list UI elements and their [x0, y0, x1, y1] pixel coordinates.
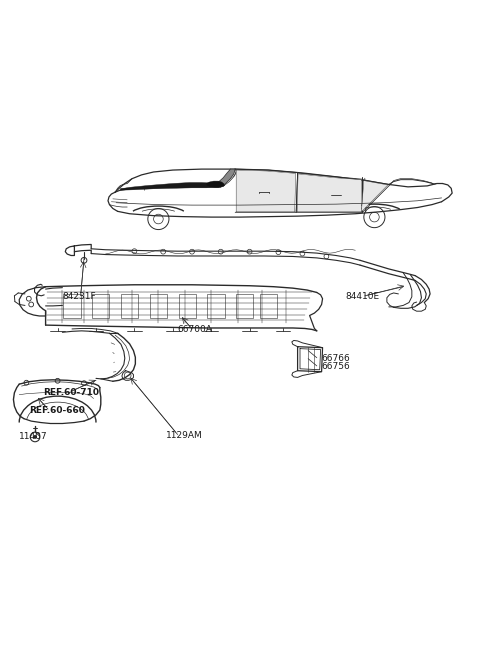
- Polygon shape: [206, 181, 225, 187]
- Text: 11407: 11407: [19, 432, 48, 441]
- Text: 66700A: 66700A: [178, 326, 213, 335]
- Text: REF.60-710: REF.60-710: [43, 388, 99, 397]
- Polygon shape: [215, 183, 223, 186]
- Bar: [236, 294, 253, 318]
- Polygon shape: [297, 174, 361, 212]
- Bar: [260, 294, 277, 318]
- Polygon shape: [236, 170, 296, 212]
- Text: REF.60-660: REF.60-660: [29, 405, 84, 415]
- Text: 1129AM: 1129AM: [166, 431, 203, 440]
- Polygon shape: [221, 169, 236, 187]
- Bar: [121, 294, 138, 318]
- Bar: [92, 294, 109, 318]
- Text: 84410E: 84410E: [346, 291, 380, 301]
- Text: 66766: 66766: [322, 354, 350, 364]
- Polygon shape: [215, 169, 235, 187]
- Bar: [179, 294, 196, 318]
- Polygon shape: [361, 181, 388, 212]
- Bar: [207, 294, 225, 318]
- Bar: [150, 294, 167, 318]
- Text: 84231F: 84231F: [62, 291, 96, 301]
- Bar: [63, 294, 81, 318]
- Polygon shape: [120, 183, 221, 190]
- Circle shape: [33, 435, 37, 439]
- Text: 66756: 66756: [322, 362, 350, 371]
